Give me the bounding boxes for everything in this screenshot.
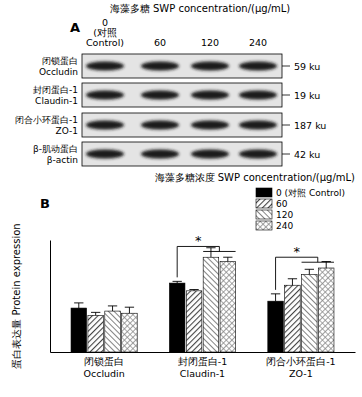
significance-label: *	[195, 233, 202, 248]
bar	[318, 268, 334, 352]
blot-title: 海藻多糖 SWP concentration/(μg/mL)	[110, 3, 291, 14]
row-label: β-肌动蛋白	[33, 144, 78, 154]
error-bar	[74, 303, 83, 308]
error-bar	[206, 248, 215, 257]
bar	[220, 262, 236, 352]
row-label: 闭合小环蛋白-1	[15, 115, 78, 125]
blot-band	[86, 150, 124, 159]
blot-band	[239, 91, 277, 100]
blot-band	[86, 121, 124, 130]
error-bar	[125, 307, 134, 313]
significance-bracket	[177, 246, 235, 277]
bar	[268, 301, 284, 352]
blot-strip	[82, 54, 282, 78]
size-label: 19 ku	[294, 90, 320, 101]
bar	[285, 285, 301, 352]
row-label: Claudin-1	[35, 96, 78, 106]
blot-band	[191, 121, 229, 130]
legend-swatch	[256, 221, 272, 230]
bar	[203, 257, 219, 352]
blot-strip	[82, 83, 282, 107]
size-tick	[282, 95, 290, 96]
bar	[105, 311, 121, 352]
blot-band	[141, 62, 179, 71]
legend-label: 240	[276, 221, 293, 231]
x-tick-label-line: 闭锁蛋白	[84, 356, 124, 367]
size-label: 59 ku	[294, 61, 320, 72]
y-axis	[50, 241, 51, 353]
blot-band	[191, 150, 229, 159]
legend-label: 120	[276, 210, 293, 220]
blot-band	[239, 150, 277, 159]
significance-bracket	[276, 257, 334, 290]
size-label: 42 ku	[294, 149, 320, 160]
x-tick-label: 闭合小环蛋白-1ZO-1	[266, 356, 335, 379]
blot-band	[141, 150, 179, 159]
error-bar	[288, 279, 297, 285]
legend-label: 0 (对照 Control)	[276, 188, 345, 198]
bar	[302, 274, 318, 352]
row-label: 闭锁蛋白	[42, 56, 78, 66]
row-label: β-actin	[47, 155, 78, 165]
significance-label: *	[293, 244, 300, 259]
error-bar	[91, 312, 100, 315]
error-bar	[108, 306, 117, 311]
blot-band	[191, 91, 229, 100]
x-tick-label-line: 闭合小环蛋白-1	[266, 356, 335, 367]
x-tick-label: 封闭蛋白-1Claudin-1	[178, 356, 227, 379]
blot-band	[141, 91, 179, 100]
x-tick-label-line: Claudin-1	[180, 368, 225, 379]
size-label: 187 ku	[294, 120, 326, 131]
blot-band	[86, 91, 124, 100]
x-tick-label: 闭锁蛋白Occludin	[83, 356, 124, 379]
x-tick-label-line: 封闭蛋白-1	[178, 356, 227, 367]
y-axis-line	[50, 241, 51, 353]
blot-band	[141, 121, 179, 130]
bar	[88, 315, 104, 352]
blot-strip	[82, 113, 282, 137]
legend-swatch	[256, 199, 272, 208]
lane-label: 240	[249, 37, 267, 48]
error-bar	[223, 257, 232, 261]
bar	[122, 313, 138, 352]
bar	[71, 308, 87, 352]
legend-label: 60	[276, 199, 288, 209]
legend: 0 (对照 Control)60120240	[256, 188, 345, 231]
size-tick	[282, 66, 290, 67]
error-bar	[173, 281, 182, 283]
bar	[169, 283, 185, 352]
panel-label: A	[70, 20, 80, 35]
x-axis	[51, 352, 356, 354]
size-tick	[282, 125, 290, 126]
legend-swatch	[256, 188, 272, 197]
figure: A海藻多糖 SWP concentration/(μg/mL)0(对照Contr…	[0, 0, 362, 397]
blot-band	[239, 62, 277, 71]
blot-strip	[82, 142, 282, 166]
bar	[186, 291, 202, 352]
blot-band	[191, 62, 229, 71]
row-label: 封闭蛋白-1	[33, 85, 78, 95]
size-tick	[282, 154, 290, 155]
error-bar	[189, 290, 198, 291]
blot-band	[239, 121, 277, 130]
lane-label: 60	[154, 37, 166, 48]
x-axis-line	[51, 352, 356, 353]
x-tick-label-line: Occludin	[83, 368, 124, 379]
lane-label: 120	[201, 37, 219, 48]
blot-band	[86, 62, 124, 71]
panel-label: B	[40, 196, 50, 211]
row-label: Occludin	[39, 67, 78, 77]
legend-swatch	[256, 210, 272, 219]
error-bar	[305, 269, 314, 274]
y-axis-title: 蛋白表达量 Protein expression	[11, 223, 22, 368]
row-label: ZO-1	[56, 126, 78, 136]
legend-title: 海藻多糖浓度 SWP concentration/(μg/mL)	[155, 172, 356, 183]
error-bar	[271, 294, 280, 301]
x-tick-label-line: ZO-1	[289, 368, 313, 379]
plot-area	[71, 246, 334, 352]
lane-label: Control)	[86, 37, 124, 48]
